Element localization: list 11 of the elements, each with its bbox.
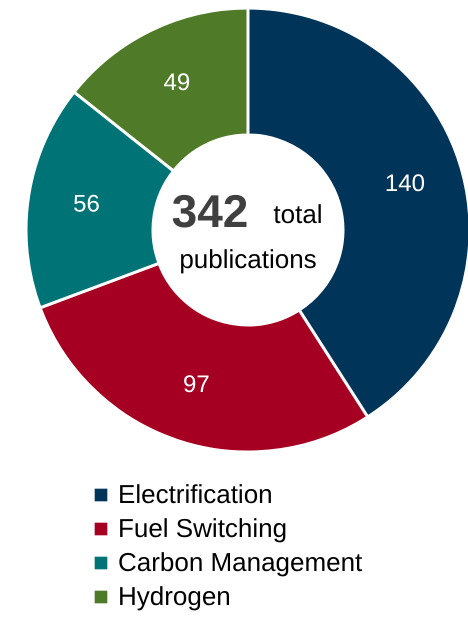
legend-label: Hydrogen [118, 581, 231, 611]
text: total [273, 199, 323, 229]
text: 342 [172, 185, 248, 237]
legend-label: Electrification [118, 479, 273, 509]
data-label: 49 [164, 68, 190, 96]
legend-label: Fuel Switching [118, 513, 288, 543]
data-label: 97 [182, 371, 210, 398]
legend-label: Carbon Management [118, 547, 364, 577]
data-label: 140 [384, 170, 425, 198]
data-label: 56 [73, 190, 100, 218]
text: publications [179, 244, 317, 274]
